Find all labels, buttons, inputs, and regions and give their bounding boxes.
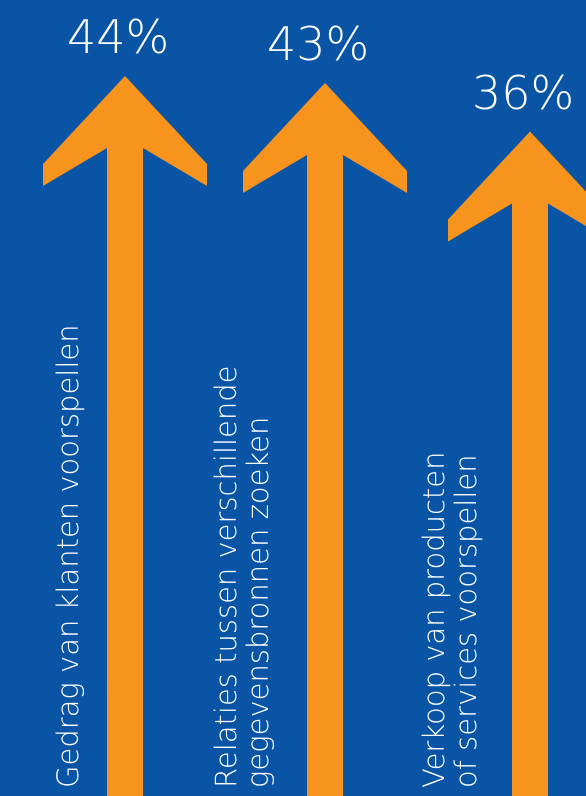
- value-label-0: 44%: [67, 10, 170, 64]
- value-label-1: 43%: [267, 16, 370, 71]
- category-label-2-line-0: Verkoop van producten: [417, 451, 451, 788]
- category-label-2-line-1: of services voorspellen: [449, 454, 483, 788]
- category-label-2: Verkoop van producten of services voorsp…: [417, 451, 483, 788]
- category-label-1-line-0: Relaties tussen verschillende: [209, 365, 243, 788]
- value-label-2: 36%: [472, 65, 575, 120]
- category-label-0: Gedrag van klanten voorspellen: [51, 324, 85, 788]
- category-label-1: Relaties tussen verschillende gegevensbr…: [209, 365, 275, 788]
- category-label-0-line-0: Gedrag van klanten voorspellen: [51, 324, 85, 788]
- arrow-bar-1: [243, 82, 407, 796]
- category-label-1-line-1: gegevensbronnen zoeken: [241, 416, 275, 788]
- arrow-bar-2: [448, 131, 586, 796]
- arrow-bar-0: [43, 76, 207, 796]
